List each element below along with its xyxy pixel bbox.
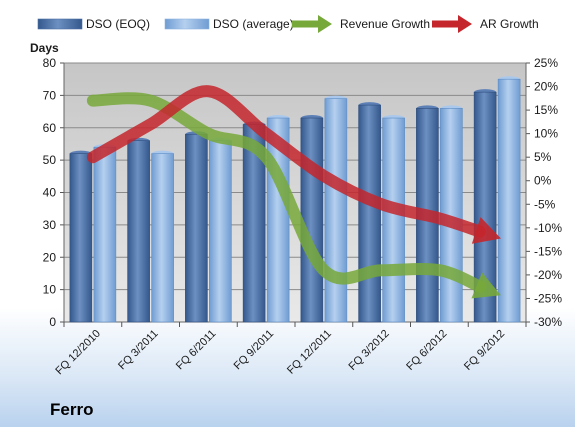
left-tick-label: 50	[43, 153, 57, 167]
x-tick-label: FQ 9/2011	[232, 328, 277, 373]
legend-swatch	[164, 18, 210, 30]
x-tick-label: FQ 12/2010	[53, 328, 103, 378]
right-tick-label: 0%	[534, 174, 552, 188]
legend-label: AR Growth	[480, 17, 539, 31]
revenue-growth-line	[86, 92, 487, 293]
right-tick-label: -20%	[534, 268, 562, 282]
ar-growth-arrowhead	[471, 217, 501, 244]
x-tick-label: FQ 9/2012	[462, 328, 507, 373]
right-tick-label: 25%	[534, 56, 558, 70]
company-name: Ferro	[50, 400, 94, 419]
bar-dso-eoq	[185, 133, 208, 323]
bar-dso-average	[324, 98, 348, 323]
left-tick-label: 70	[43, 88, 57, 102]
left-tick-label: 60	[43, 121, 57, 135]
right-tick-label: -5%	[534, 197, 556, 211]
x-tick-label: FQ 3/2012	[347, 328, 392, 373]
bar-dso-average	[209, 140, 232, 323]
bar-dso-eoq	[69, 153, 93, 323]
bar-dso-average	[151, 153, 174, 323]
bar-dso-average	[497, 78, 521, 323]
right-tick-label: -10%	[534, 221, 562, 235]
legend-label: Revenue Growth	[340, 17, 430, 31]
left-tick-label: 80	[43, 56, 57, 70]
x-tick-label: FQ 3/2011	[116, 328, 161, 373]
legend-label: DSO (EOQ)	[86, 17, 150, 31]
ar-growth-line	[86, 85, 486, 238]
right-tick-label: -30%	[534, 315, 562, 329]
bar-dso-eoq	[127, 140, 150, 323]
x-tick-label: FQ 12/2011	[285, 328, 334, 377]
bar-dso-eoq	[300, 117, 324, 323]
right-tick-label: 20%	[534, 80, 558, 94]
bar-dso-average	[93, 146, 117, 323]
left-tick-label: 20	[43, 250, 57, 264]
left-tick-label: 0	[49, 315, 56, 329]
right-tick-label: 10%	[534, 127, 558, 141]
legend-swatch	[37, 18, 83, 30]
left-tick-label: 40	[43, 186, 57, 200]
right-tick-label: -25%	[534, 291, 562, 305]
bar-dso-eoq	[358, 104, 381, 323]
x-tick-label: FQ 6/2012	[404, 328, 449, 373]
left-tick-label: 10	[43, 283, 57, 297]
right-tick-label: -15%	[534, 244, 562, 258]
legend: DSO (EOQ) DSO (average) Revenue Growth AR G…	[37, 15, 539, 33]
revenue-growth-arrowhead	[471, 272, 501, 299]
right-tick-label: 15%	[534, 103, 558, 117]
legend-arrowhead	[318, 15, 332, 33]
left-axis-label: Days	[30, 41, 59, 55]
left-tick-label: 30	[43, 218, 57, 232]
bar-dso-average	[382, 117, 405, 323]
right-tick-label: 5%	[534, 150, 552, 164]
bar-dso-eoq	[473, 91, 497, 323]
legend-label: DSO (average)	[213, 17, 294, 31]
x-tick-label: FQ 6/2011	[174, 328, 219, 373]
legend-arrowhead	[458, 15, 472, 33]
